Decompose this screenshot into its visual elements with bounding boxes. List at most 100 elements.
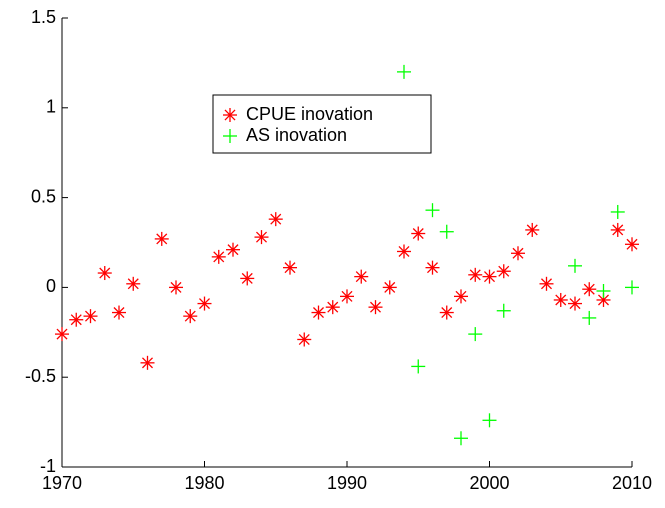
marker-stroke bbox=[213, 251, 225, 263]
marker-stroke bbox=[427, 262, 438, 274]
marker-stroke bbox=[384, 281, 396, 293]
marker-stroke bbox=[284, 262, 296, 274]
point bbox=[425, 260, 440, 275]
point bbox=[511, 246, 525, 261]
point bbox=[226, 242, 240, 257]
point bbox=[268, 212, 283, 227]
point bbox=[140, 355, 155, 370]
marker-stroke bbox=[270, 213, 282, 225]
point bbox=[582, 282, 597, 297]
marker-stroke bbox=[555, 294, 567, 306]
point bbox=[197, 296, 212, 311]
point bbox=[211, 249, 226, 264]
marker-stroke bbox=[184, 310, 196, 322]
marker-stroke bbox=[598, 294, 609, 306]
point bbox=[55, 327, 69, 342]
point bbox=[154, 231, 169, 246]
point bbox=[411, 226, 426, 241]
point bbox=[112, 305, 126, 320]
marker-stroke bbox=[199, 298, 210, 310]
y-tick-label: 1.5 bbox=[31, 7, 56, 27]
point bbox=[382, 280, 397, 295]
y-tick-label: 0 bbox=[46, 276, 56, 296]
point bbox=[482, 413, 497, 428]
point bbox=[325, 300, 340, 315]
point bbox=[240, 271, 255, 286]
point bbox=[553, 292, 568, 307]
point bbox=[425, 203, 440, 218]
point bbox=[582, 310, 597, 325]
point bbox=[340, 289, 354, 304]
marker-stroke bbox=[355, 271, 367, 283]
marker-stroke bbox=[56, 328, 68, 340]
point bbox=[610, 222, 625, 237]
marker-stroke bbox=[498, 265, 510, 277]
point bbox=[468, 327, 483, 342]
marker-stroke bbox=[156, 233, 168, 245]
point bbox=[625, 237, 639, 252]
legend-marker bbox=[223, 129, 237, 143]
marker-stroke bbox=[113, 307, 125, 319]
y-tick-label: -1 bbox=[40, 456, 56, 476]
marker-stroke bbox=[612, 224, 624, 236]
point bbox=[439, 305, 454, 320]
marker-stroke bbox=[469, 269, 481, 281]
x-tick-label: 1990 bbox=[327, 473, 367, 493]
y-tick-label: 0.5 bbox=[31, 186, 56, 206]
point bbox=[596, 292, 611, 307]
point bbox=[397, 244, 411, 259]
marker-stroke bbox=[127, 278, 139, 290]
point bbox=[397, 64, 411, 79]
x-tick-label: 1970 bbox=[42, 473, 82, 493]
point bbox=[454, 431, 468, 446]
marker-stroke bbox=[256, 231, 267, 243]
legend-box bbox=[212, 94, 432, 154]
point bbox=[525, 222, 540, 237]
marker-stroke bbox=[241, 272, 253, 284]
point bbox=[83, 309, 98, 324]
marker-stroke bbox=[142, 357, 153, 369]
point bbox=[625, 280, 639, 295]
marker-stroke bbox=[583, 283, 595, 295]
marker-stroke bbox=[224, 109, 236, 121]
point bbox=[596, 283, 611, 298]
marker-stroke bbox=[412, 228, 424, 240]
marker-stroke bbox=[99, 267, 111, 279]
marker-stroke bbox=[512, 247, 524, 259]
point bbox=[568, 258, 582, 273]
marker-stroke bbox=[227, 244, 239, 256]
point bbox=[354, 269, 369, 284]
point bbox=[69, 312, 84, 327]
marker-stroke bbox=[170, 281, 182, 293]
point bbox=[254, 230, 269, 245]
y-tick-label: 1 bbox=[46, 97, 56, 117]
point bbox=[411, 359, 426, 374]
x-tick-label: 2010 bbox=[612, 473, 652, 493]
point bbox=[539, 276, 554, 291]
point bbox=[297, 332, 312, 347]
point bbox=[439, 224, 454, 239]
point bbox=[496, 264, 511, 279]
point bbox=[454, 289, 468, 304]
marker-stroke bbox=[455, 290, 467, 302]
point bbox=[482, 269, 497, 284]
marker-stroke bbox=[341, 290, 353, 302]
marker-stroke bbox=[526, 224, 538, 236]
marker-stroke bbox=[398, 245, 410, 257]
marker-stroke bbox=[441, 307, 453, 319]
point bbox=[368, 300, 383, 315]
point bbox=[496, 303, 511, 318]
x-tick-label: 2000 bbox=[469, 473, 509, 493]
point bbox=[183, 309, 198, 324]
x-tick-label: 1980 bbox=[184, 473, 224, 493]
marker-stroke bbox=[298, 333, 310, 345]
marker-stroke bbox=[626, 238, 638, 250]
marker-stroke bbox=[541, 278, 552, 290]
y-tick-label: -0.5 bbox=[25, 366, 56, 386]
point bbox=[610, 204, 625, 219]
legend-label: CPUE inovation bbox=[246, 104, 373, 124]
marker-stroke bbox=[569, 298, 581, 310]
marker-stroke bbox=[327, 301, 339, 313]
marker-stroke bbox=[484, 271, 495, 283]
